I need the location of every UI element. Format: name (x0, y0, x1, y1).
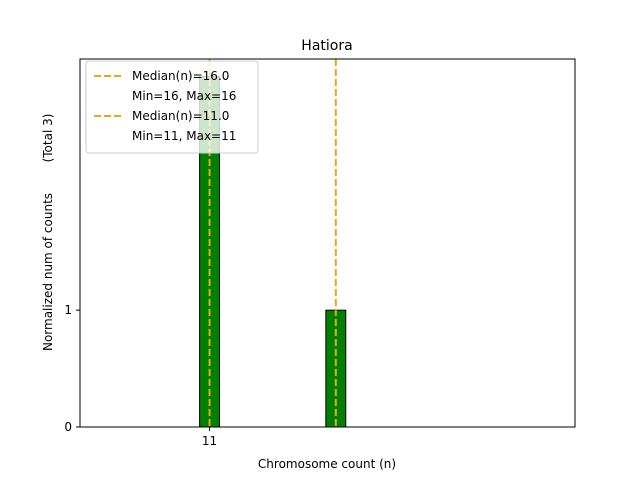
legend-label-1: Min=16, Max=16 (132, 89, 236, 103)
x-axis-label: Chromosome count (n) (258, 457, 396, 471)
legend-label-2: Median(n)=11.0 (132, 109, 229, 123)
x-tick-label-0: 11 (202, 434, 217, 448)
plot-frame (79, 58, 576, 428)
y-axis-total-label: (Total 3) (41, 114, 55, 163)
axis-ticks: 11 0 1 (64, 303, 217, 448)
legend-label-0: Median(n)=16.0 (132, 69, 229, 83)
legend-frame (85, 60, 259, 154)
legend: Median(n)=16.0 Min=16, Max=16 Median(n)=11… (85, 60, 259, 154)
y-tick-label-0: 0 (64, 420, 72, 434)
legend-label-3: Min=11, Max=11 (132, 129, 236, 143)
chart-title: Hatiora (301, 38, 352, 54)
y-axis-label: Normalized num of counts (41, 193, 55, 351)
y-tick-label-1: 1 (64, 303, 72, 317)
